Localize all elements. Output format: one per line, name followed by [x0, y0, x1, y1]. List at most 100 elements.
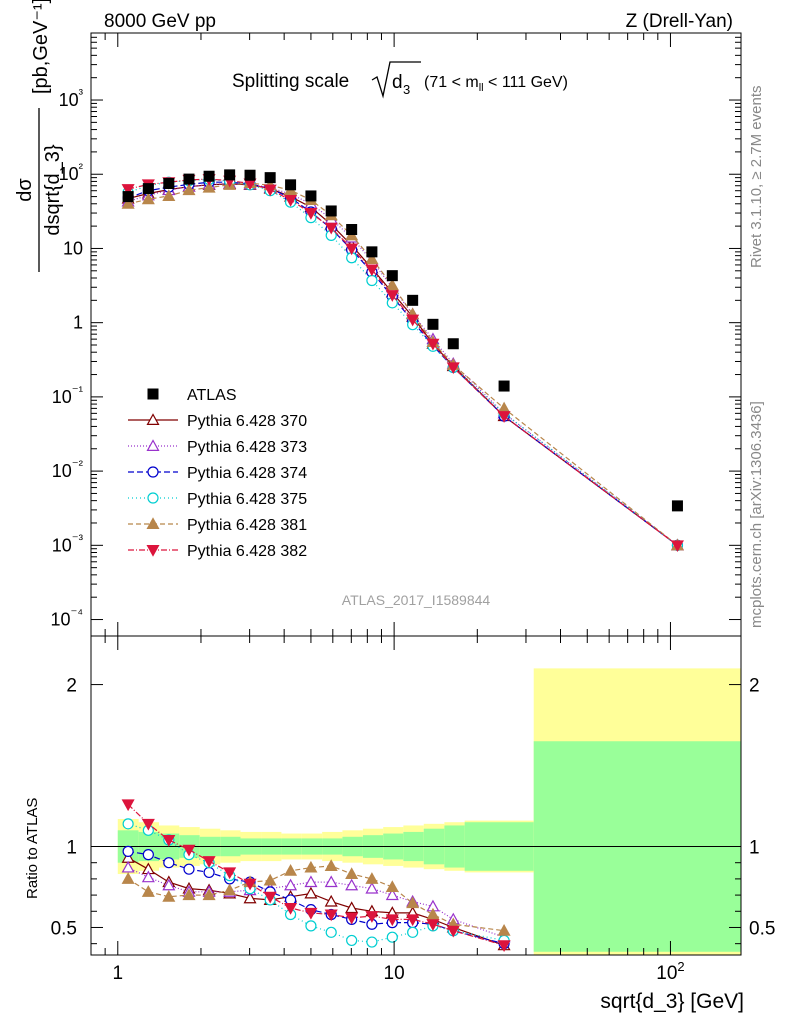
main-series-group — [121, 169, 684, 553]
legend-marker — [146, 517, 160, 530]
data-point — [498, 380, 510, 392]
legend-label: Pythia 6.428 375 — [187, 491, 307, 508]
ratio-frame — [90, 635, 742, 956]
y-tick-label-base: 10 — [59, 164, 79, 184]
series-point — [385, 290, 399, 302]
ratio-series-point — [446, 925, 460, 938]
ratio-series-point — [345, 878, 359, 891]
x-tick-label: 1 — [112, 963, 123, 984]
ratio-y-tick-label-right: 2 — [749, 676, 760, 697]
series-point — [366, 274, 378, 287]
legend-label: Pythia 6.428 374 — [187, 465, 307, 482]
ratio-series-point — [202, 888, 216, 901]
ratio-series-point — [304, 875, 318, 888]
ratio-series-point — [121, 860, 135, 873]
ratio-series-point — [385, 914, 399, 927]
legend-label: Pythia 6.428 382 — [187, 543, 307, 560]
y-tick-label-exp: ² — [79, 160, 84, 175]
ratio-y-tick-label-right: 1 — [749, 838, 760, 859]
ratio-series-point — [284, 878, 298, 891]
data-point — [183, 173, 195, 185]
x-tick-label: 10 — [384, 963, 405, 984]
y-tick-label: 10⁻⁴ — [51, 606, 83, 630]
ratio-series-point — [304, 886, 318, 899]
series-point — [141, 192, 155, 205]
ratio-series-point — [121, 872, 135, 884]
ratio-series-point — [346, 934, 358, 947]
ratio-series-point — [365, 872, 379, 884]
ratio-series-point — [162, 878, 176, 891]
ratio-series-point — [162, 889, 176, 902]
ratio-series-line — [127, 867, 505, 938]
ratio-series-point — [366, 936, 378, 948]
ratio-y-tick-label-right: 0.5 — [749, 918, 775, 939]
ratio-series-point — [263, 873, 277, 886]
series-point — [497, 411, 511, 423]
ratio-y-tick-label: 0.5 — [51, 918, 77, 939]
ratio-series-point — [406, 914, 420, 927]
data-point — [244, 169, 256, 181]
ratio-series-point — [406, 896, 420, 909]
ratio-series-point — [345, 912, 359, 925]
series-point — [162, 189, 176, 201]
legend-label: Pythia 6.428 381 — [187, 517, 307, 534]
ratio-series-point — [365, 881, 379, 894]
y-tick-label: 10⁻³ — [52, 531, 84, 555]
ratio-series-point — [345, 901, 359, 914]
ratio-y-tick-label: 2 — [66, 676, 77, 697]
series-point — [426, 338, 440, 351]
data-point — [671, 500, 683, 512]
series-point — [121, 184, 135, 196]
ratio-series-line — [127, 803, 505, 946]
ratio-plot-area — [91, 668, 741, 955]
main-y-axis-label: dσ dsqrt{d_3} [pb,GeV⁻¹] — [14, 0, 64, 272]
ratio-series-point — [142, 849, 154, 861]
series-point — [385, 278, 399, 291]
y-tick-label: 1 — [73, 313, 83, 333]
y-tick-label-exp: ⁻² — [72, 457, 84, 472]
ratio-axes: 0.5 0.51 12 21 10 102 — [51, 635, 775, 984]
legend-marker — [146, 544, 160, 557]
ratio-series-point — [162, 835, 176, 847]
legend-label: ATLAS — [187, 387, 237, 404]
y-tick-label: 10⁻¹ — [52, 383, 84, 407]
legend-marker — [146, 439, 160, 451]
y-tick-label: 10³ — [59, 86, 84, 110]
series-point — [202, 180, 216, 193]
ratio-series-point — [284, 903, 298, 915]
ratio-series-point — [365, 911, 379, 923]
ratio-series-point — [122, 845, 134, 857]
y-tick-label-base: 10 — [59, 90, 79, 110]
ratio-series-point — [141, 870, 155, 883]
ratio-series-point — [304, 860, 318, 873]
legend-label: Pythia 6.428 373 — [187, 439, 307, 456]
ratio-series-point — [497, 940, 511, 953]
title-range: (71 < mll < 111 GeV) — [424, 74, 568, 94]
ratio-series-point — [345, 867, 359, 880]
collision-label: 8000 GeV pp — [104, 11, 216, 32]
legend-marker — [147, 492, 159, 504]
ratio-series-point — [223, 867, 237, 880]
data-point — [122, 191, 134, 203]
data-point — [325, 205, 337, 217]
ratio-series-point — [325, 926, 337, 938]
data-point — [386, 270, 398, 282]
ratio-series-point — [223, 883, 237, 896]
ratio-series-point — [426, 919, 440, 931]
x-tick-label-base: 10 — [656, 963, 677, 984]
ratio-series-point — [407, 926, 419, 938]
y-tick-label-base: 10 — [52, 535, 72, 555]
title-var: d — [392, 72, 403, 93]
y-tick-label-base: 10 — [52, 461, 72, 481]
ratio-series-point — [385, 880, 399, 892]
series-point — [365, 252, 379, 265]
legend-label: Pythia 6.428 370 — [187, 413, 307, 430]
title-var-sub: 3 — [403, 82, 410, 97]
main-axes: dσ dsqrt{d_3}[pb,GeV⁻¹] 10⁻⁴10⁻³10⁻²10⁻¹1… — [14, 0, 742, 637]
ratio-series-point — [497, 923, 511, 936]
y-tick-label-exp: ⁻¹ — [72, 383, 84, 398]
y-tick-label: 10² — [59, 160, 84, 184]
ratio-y-axis-label: Ratio to ATLAS — [24, 798, 41, 899]
mcplots-label: mcplots.cern.ch [arXiv:1306.3436] — [748, 401, 765, 628]
